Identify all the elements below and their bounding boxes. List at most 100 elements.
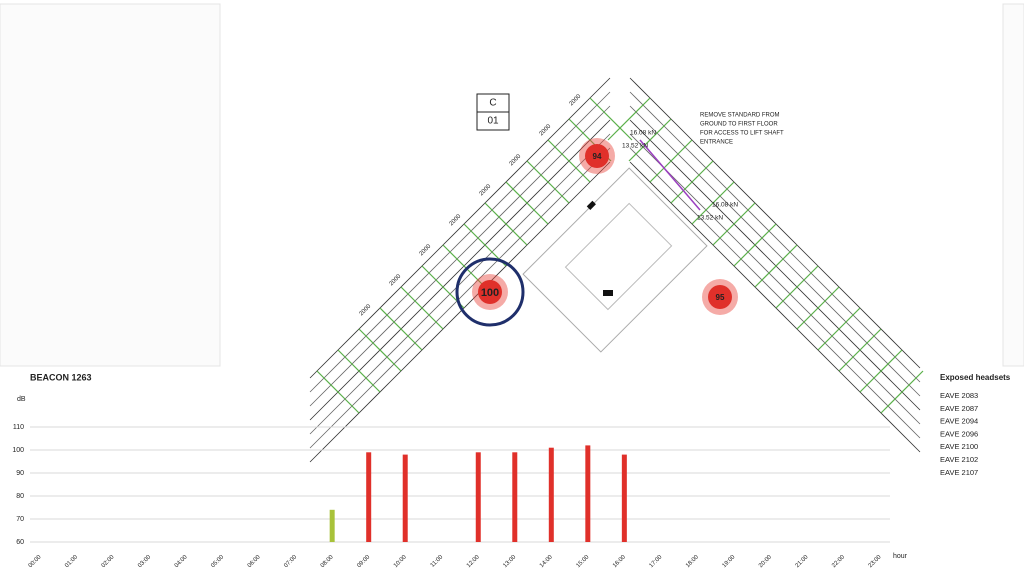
y-tick-label: 90 — [16, 470, 24, 477]
plan-line — [629, 77, 921, 369]
dimension: 2000 — [479, 183, 493, 197]
headset-item[interactable]: EAVE 2087 — [940, 404, 978, 413]
plan-black — [586, 200, 596, 210]
x-tick-label: 06:00 — [247, 554, 262, 569]
y-tick-label: 70 — [16, 516, 24, 523]
headset-item[interactable]: EAVE 2094 — [940, 417, 978, 426]
section-letter: C — [489, 98, 496, 109]
y-tick-label: 80 — [16, 493, 24, 500]
headset-item[interactable]: EAVE 2107 — [940, 468, 978, 477]
load-label: 13.52 kN — [697, 215, 723, 222]
x-tick-label: 17:00 — [649, 554, 664, 569]
load-label: 13.52 kN — [622, 143, 648, 150]
plan-core — [522, 167, 708, 353]
x-tick-label: 12:00 — [466, 554, 481, 569]
x-tick-label: 18:00 — [685, 554, 700, 569]
section-number: 01 — [487, 116, 499, 127]
right-panel — [1002, 3, 1024, 367]
plan-green — [754, 244, 798, 288]
x-tick-label: 20:00 — [758, 554, 773, 569]
plan-green — [859, 349, 903, 393]
x-tick-label: 10:00 — [393, 554, 408, 569]
bar — [585, 445, 591, 542]
dimension: 2000 — [449, 213, 463, 227]
dimension: 2000 — [389, 273, 403, 287]
y-tick-label: 100 — [12, 447, 24, 454]
plan-purple — [639, 139, 701, 211]
x-tick-label: 08:00 — [320, 554, 335, 569]
headset-item[interactable]: EAVE 2102 — [940, 455, 978, 464]
plan-line — [309, 77, 611, 379]
dimension: 2000 — [509, 153, 523, 167]
y-tick-label: 60 — [16, 539, 24, 546]
plan-line — [629, 147, 921, 439]
headset-item[interactable]: EAVE 2083 — [940, 391, 978, 400]
bar — [548, 447, 554, 542]
x-tick-label: 04:00 — [174, 554, 189, 569]
plan-green — [796, 286, 840, 330]
plan-green — [880, 370, 924, 414]
plan-green — [817, 307, 861, 351]
plan-green — [589, 97, 633, 141]
left-panel — [0, 3, 221, 367]
beacon-dot — [585, 144, 609, 168]
x-tick-label: 07:00 — [283, 554, 298, 569]
x-tick-label: 03:00 — [137, 554, 152, 569]
plan-green — [526, 160, 570, 204]
dimension: 2000 — [419, 243, 433, 257]
plan-green — [505, 181, 549, 225]
plan-note: FOR ACCESS TO LIFT SHAFT — [700, 131, 784, 137]
plan-core — [564, 202, 673, 311]
bar — [621, 454, 627, 542]
plan-note: ENTRANCE — [700, 140, 733, 146]
beacon-dot — [478, 280, 502, 304]
plan-black — [603, 290, 613, 296]
plan-green — [649, 139, 693, 183]
bar — [329, 509, 335, 542]
x-tick-label: 13:00 — [502, 554, 517, 569]
beacon-label: 94 — [593, 152, 602, 161]
x-tick-label: 02:00 — [101, 554, 116, 569]
x-tick-label: 05:00 — [210, 554, 225, 569]
x-tick-label: 01:00 — [64, 554, 79, 569]
plan-green — [379, 307, 423, 351]
plan-line — [629, 161, 921, 453]
plan-line — [309, 133, 611, 435]
beacon-label: 100 — [481, 287, 499, 299]
plan-green — [607, 97, 651, 141]
x-tick-label: 16:00 — [612, 554, 627, 569]
y-tick-label: 110 — [13, 424, 24, 431]
x-tick-label: 19:00 — [722, 554, 737, 569]
dimension: 2000 — [539, 123, 553, 137]
plan-green — [337, 349, 381, 393]
chart-title: BEACON 1263 — [30, 372, 92, 382]
x-tick-label: 00:00 — [28, 554, 43, 569]
plan-green — [316, 370, 360, 414]
x-tick-label: 14:00 — [539, 554, 554, 569]
plan-line — [629, 133, 921, 425]
bar — [512, 452, 518, 542]
dimension: 2000 — [359, 303, 373, 317]
plan-green — [358, 328, 402, 372]
plan-line — [309, 105, 611, 407]
plan-green — [442, 244, 486, 288]
chart: BEACON 1263 dB hour Exposed headsets 60 7… — [12, 372, 1010, 569]
plan-green — [712, 202, 756, 246]
plan-green — [547, 139, 591, 183]
plan-green — [838, 328, 882, 372]
plan-line — [309, 119, 611, 421]
plan-line — [309, 161, 611, 463]
bar — [366, 452, 372, 542]
headset-item[interactable]: EAVE 2096 — [940, 429, 978, 438]
plan-green — [691, 181, 735, 225]
x-tick-label: 09:00 — [356, 554, 371, 569]
dimension: 2000 — [569, 93, 583, 107]
bar — [475, 452, 481, 542]
plan-line — [629, 91, 921, 383]
plan-line — [629, 105, 921, 397]
plan-green — [400, 286, 444, 330]
beacon-dot — [708, 285, 732, 309]
headset-item[interactable]: EAVE 2100 — [940, 442, 978, 451]
plan-green — [670, 160, 714, 204]
